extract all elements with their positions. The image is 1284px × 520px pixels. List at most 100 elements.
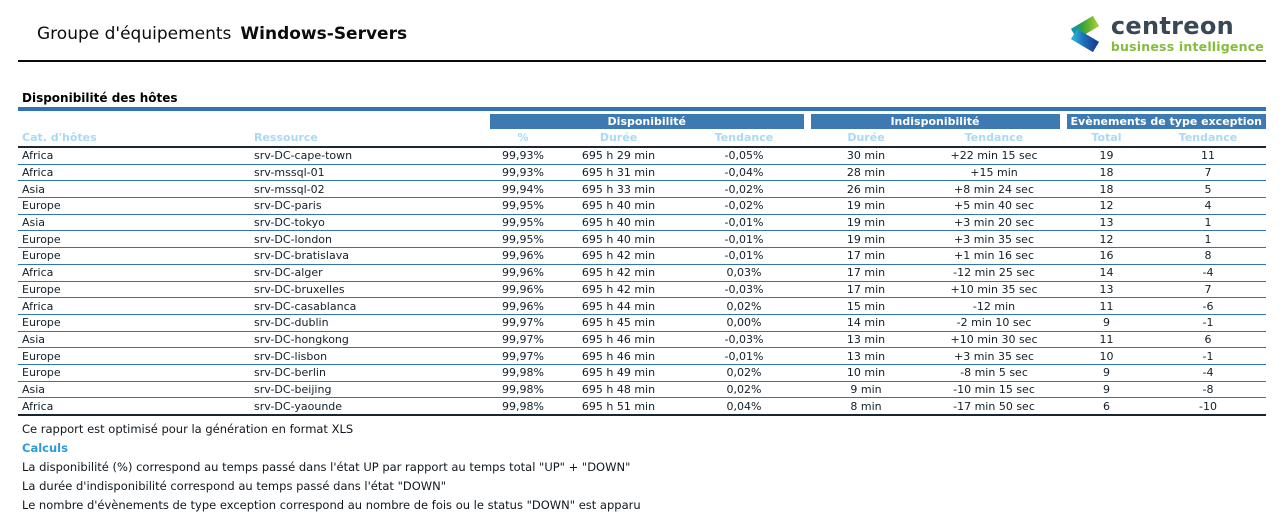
cell-category: Africa bbox=[18, 297, 250, 315]
cell-exception-total: 9 bbox=[1063, 381, 1150, 399]
cell-exception-total: 19 bbox=[1063, 147, 1150, 165]
cell-resource: srv-DC-tokyo bbox=[250, 214, 490, 232]
cell-unavailability-duration: 15 min bbox=[807, 297, 925, 315]
cell-exception-trend: 4 bbox=[1150, 197, 1267, 215]
cell-availability-duration: 695 h 46 min bbox=[556, 331, 681, 349]
cell-exception-trend: 11 bbox=[1150, 147, 1267, 165]
header-divider bbox=[18, 60, 1266, 62]
cell-resource: srv-DC-dublin bbox=[250, 314, 490, 332]
cell-exception-trend: 7 bbox=[1150, 281, 1267, 299]
cell-unavailability-trend: +5 min 40 sec bbox=[925, 197, 1063, 215]
cell-exception-total: 12 bbox=[1063, 230, 1150, 249]
cell-availability-trend: -0,02% bbox=[681, 180, 807, 199]
cell-unavailability-trend: +10 min 35 sec bbox=[925, 281, 1063, 299]
cell-category: Europe bbox=[18, 247, 250, 265]
footer-note: Ce rapport est optimisé pour la générati… bbox=[22, 422, 354, 436]
cell-availability-trend: 0,03% bbox=[681, 264, 807, 282]
cell-availability-duration: 695 h 42 min bbox=[556, 247, 681, 265]
cell-exception-total: 6 bbox=[1063, 397, 1150, 417]
cell-unavailability-duration: 13 min bbox=[807, 347, 925, 365]
section-title: Disponibilité des hôtes bbox=[22, 91, 178, 105]
cell-availability-trend: -0,01% bbox=[681, 214, 807, 232]
cell-unavailability-trend: +1 min 16 sec bbox=[925, 247, 1063, 265]
cell-unavailability-duration: 28 min bbox=[807, 164, 925, 182]
cell-resource: srv-mssql-02 bbox=[250, 180, 490, 199]
table-row: Europe srv-DC-lisbon 99,97% 695 h 46 min -0,… bbox=[18, 347, 1267, 365]
group-header-disponibilite: Disponibilité bbox=[490, 114, 807, 129]
cell-unavailability-duration: 8 min bbox=[807, 397, 925, 417]
title-name: Windows-Servers bbox=[240, 24, 408, 44]
cell-availability-duration: 695 h 46 min bbox=[556, 347, 681, 365]
cell-availability-duration: 695 h 42 min bbox=[556, 264, 681, 282]
cell-exception-trend: -1 bbox=[1150, 314, 1267, 332]
cell-exception-trend: -1 bbox=[1150, 347, 1267, 365]
title-prefix: Groupe d'équipements bbox=[37, 24, 232, 44]
cell-resource: srv-DC-bratislava bbox=[250, 247, 490, 265]
cell-unavailability-trend: -12 min bbox=[925, 297, 1063, 315]
cell-availability-trend: 0,02% bbox=[681, 364, 807, 382]
logo-tagline: business intelligence bbox=[1110, 39, 1264, 55]
cell-unavailability-trend: +15 min bbox=[925, 164, 1063, 182]
cell-availability-pct: 99,94% bbox=[490, 180, 556, 199]
cell-availability-duration: 695 h 51 min bbox=[556, 397, 681, 417]
cell-unavailability-trend: +22 min 15 sec bbox=[925, 147, 1063, 165]
cell-exception-total: 18 bbox=[1063, 180, 1150, 199]
cell-unavailability-duration: 9 min bbox=[807, 381, 925, 399]
cell-category: Europe bbox=[18, 347, 250, 365]
cell-unavailability-trend: -17 min 50 sec bbox=[925, 397, 1063, 417]
cell-availability-duration: 695 h 31 min bbox=[556, 164, 681, 182]
centreon-logo: centreon business intelligence bbox=[1062, 14, 1266, 54]
table-row: Europe srv-DC-bruxelles 99,96% 695 h 42 min… bbox=[18, 281, 1267, 299]
cell-availability-pct: 99,96% bbox=[490, 264, 556, 282]
cell-exception-total: 11 bbox=[1063, 297, 1150, 315]
cell-category: Africa bbox=[18, 164, 250, 182]
calculs-label: Calculs bbox=[22, 441, 68, 455]
group-header-indisponibilite: Indisponibilité bbox=[803, 114, 1063, 129]
cell-availability-trend: -0,01% bbox=[681, 230, 807, 249]
cell-availability-duration: 695 h 40 min bbox=[556, 230, 681, 249]
cell-exception-trend: 6 bbox=[1150, 331, 1267, 349]
cell-exception-total: 18 bbox=[1063, 164, 1150, 182]
cell-availability-trend: -0,03% bbox=[681, 331, 807, 349]
cell-category: Europe bbox=[18, 197, 250, 215]
table-row: Europe srv-DC-london 99,95% 695 h 40 min -0,… bbox=[18, 230, 1267, 249]
cell-availability-duration: 695 h 48 min bbox=[556, 381, 681, 399]
cell-exception-trend: -8 bbox=[1150, 381, 1267, 399]
cell-availability-pct: 99,96% bbox=[490, 247, 556, 265]
cell-exception-total: 12 bbox=[1063, 197, 1150, 215]
centreon-c-icon bbox=[1070, 15, 1099, 53]
table-body: Africa srv-DC-cape-town 99,93% 695 h 29 min… bbox=[18, 147, 1267, 417]
cell-availability-pct: 99,95% bbox=[490, 197, 556, 215]
cell-exception-total: 9 bbox=[1063, 314, 1150, 332]
cell-resource: srv-DC-beijing bbox=[250, 381, 490, 399]
cell-unavailability-duration: 17 min bbox=[807, 247, 925, 265]
cell-unavailability-trend: +3 min 20 sec bbox=[925, 214, 1063, 232]
cell-exception-total: 13 bbox=[1063, 281, 1150, 299]
group-header-exceptions: Evènements de type exception bbox=[1059, 114, 1267, 129]
cell-exception-total: 9 bbox=[1063, 364, 1150, 382]
cell-availability-trend: 0,02% bbox=[681, 381, 807, 399]
cell-resource: srv-DC-cape-town bbox=[250, 147, 490, 165]
cell-availability-duration: 695 h 40 min bbox=[556, 214, 681, 232]
availability-table: Disponibilité Indisponibilité Evènements… bbox=[18, 114, 1267, 417]
cell-availability-trend: 0,00% bbox=[681, 314, 807, 332]
cell-exception-total: 14 bbox=[1063, 264, 1150, 282]
cell-availability-trend: -0,02% bbox=[681, 197, 807, 215]
cell-availability-pct: 99,98% bbox=[490, 381, 556, 399]
table-row: Asia srv-DC-hongkong 99,97% 695 h 46 min -0,… bbox=[18, 331, 1267, 349]
cell-exception-trend: -4 bbox=[1150, 364, 1267, 382]
cell-exception-total: 16 bbox=[1063, 247, 1150, 265]
cell-category: Europe bbox=[18, 364, 250, 382]
cell-unavailability-duration: 13 min bbox=[807, 331, 925, 349]
cell-category: Europe bbox=[18, 230, 250, 249]
logo-text: centreon business intelligence bbox=[1111, 14, 1264, 54]
cell-availability-duration: 695 h 42 min bbox=[556, 281, 681, 299]
cell-availability-trend: -0,01% bbox=[681, 347, 807, 365]
group-header-spacer bbox=[18, 114, 490, 129]
footer-line-exception: Le nombre d'évènements de type exception… bbox=[22, 498, 641, 512]
cell-unavailability-duration: 17 min bbox=[807, 264, 925, 282]
section-underline bbox=[18, 107, 1266, 111]
table-row: Europe srv-DC-berlin 99,98% 695 h 49 min 0,0… bbox=[18, 364, 1267, 382]
table-row: Africa srv-DC-cape-town 99,93% 695 h 29 min… bbox=[18, 147, 1267, 165]
